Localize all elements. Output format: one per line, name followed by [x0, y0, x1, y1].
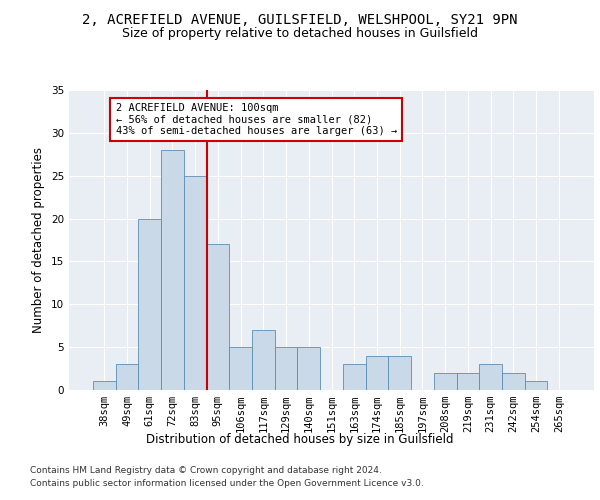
Bar [184, 176, 206, 390]
Bar [457, 373, 479, 390]
Text: 2, ACREFIELD AVENUE, GUILSFIELD, WELSHPOOL, SY21 9PN: 2, ACREFIELD AVENUE, GUILSFIELD, WELSHPO… [82, 12, 518, 26]
Bar [229, 347, 252, 390]
Text: Distribution of detached houses by size in Guilsfield: Distribution of detached houses by size … [146, 432, 454, 446]
Bar [524, 382, 547, 390]
Text: Contains public sector information licensed under the Open Government Licence v3: Contains public sector information licen… [30, 479, 424, 488]
Bar [502, 373, 524, 390]
Bar [434, 373, 457, 390]
Bar [275, 347, 298, 390]
Text: Size of property relative to detached houses in Guilsfield: Size of property relative to detached ho… [122, 28, 478, 40]
Bar [116, 364, 139, 390]
Text: Contains HM Land Registry data © Crown copyright and database right 2024.: Contains HM Land Registry data © Crown c… [30, 466, 382, 475]
Bar [139, 218, 161, 390]
Bar [161, 150, 184, 390]
Text: 2 ACREFIELD AVENUE: 100sqm
← 56% of detached houses are smaller (82)
43% of semi: 2 ACREFIELD AVENUE: 100sqm ← 56% of deta… [116, 103, 397, 136]
Y-axis label: Number of detached properties: Number of detached properties [32, 147, 46, 333]
Bar [206, 244, 229, 390]
Bar [252, 330, 275, 390]
Bar [388, 356, 411, 390]
Bar [93, 382, 116, 390]
Bar [365, 356, 388, 390]
Bar [298, 347, 320, 390]
Bar [479, 364, 502, 390]
Bar [343, 364, 365, 390]
